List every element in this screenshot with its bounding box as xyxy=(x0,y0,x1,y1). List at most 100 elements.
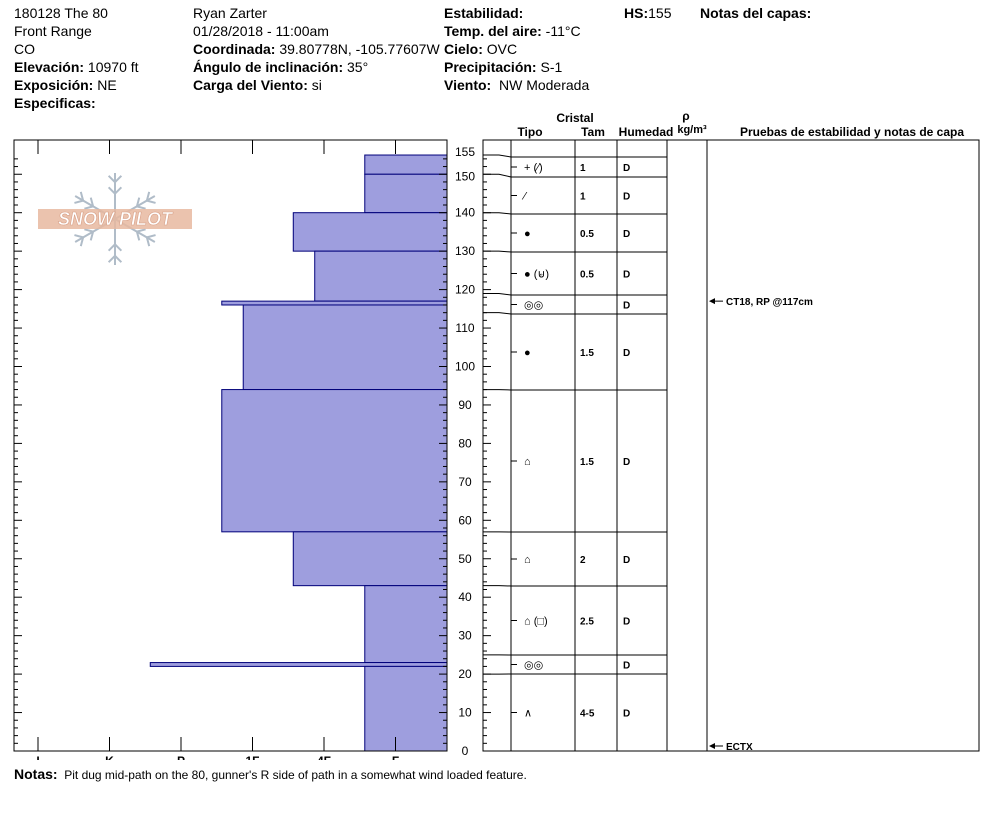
hardness-frame xyxy=(13,139,448,752)
air-temp: Temp. del aire: -11°C xyxy=(444,22,581,40)
depth-tick-label: 20 xyxy=(458,667,472,681)
layer-grain-type: ● (⊌) xyxy=(524,269,549,281)
row-connector xyxy=(483,212,512,215)
row-connector xyxy=(483,312,512,315)
depth-tick-label: 0 xyxy=(462,744,469,758)
wind-label: Viento: xyxy=(444,77,492,93)
wind-load: Carga del Viento: si xyxy=(193,76,322,94)
layer-grain-type: ⁄ xyxy=(521,191,528,203)
depth-tick-label: 60 xyxy=(458,513,472,527)
layer-humidity: D xyxy=(623,348,630,359)
snowflake-branch xyxy=(107,243,116,252)
layer-grain-size: 4-5 xyxy=(580,709,595,720)
hardness-profile xyxy=(149,154,448,752)
precip-label: Precipitación: xyxy=(444,59,537,75)
logo-banner xyxy=(38,209,192,229)
aspect-label: Exposición: xyxy=(14,77,94,93)
header-humedad: Humedad xyxy=(619,125,674,139)
coord-value: 39.80778N, -105.77607W xyxy=(279,41,440,57)
test-arrowhead xyxy=(709,298,715,305)
hardness-tick-label: I xyxy=(36,754,39,760)
hardness-bar xyxy=(221,389,448,533)
elevation: Elevación: 10970 ft xyxy=(14,58,139,76)
layer-notes: Notas del capas: xyxy=(700,4,811,22)
layer-grain-type: ∧ xyxy=(524,708,532,720)
depth-tick-label: 150 xyxy=(455,169,475,183)
snowflake-branch xyxy=(114,243,123,252)
slope: Ángulo de inclinación: 35° xyxy=(193,58,368,76)
specifics: Especificas: xyxy=(14,94,96,112)
snowflake-branch xyxy=(146,199,156,204)
wind-value: NW Moderada xyxy=(498,77,590,93)
hardness-bar xyxy=(292,531,448,587)
depth-tick-label: 110 xyxy=(455,321,474,335)
wind-load-value: si xyxy=(311,77,322,93)
slope-label: Ángulo de inclinación: xyxy=(193,59,344,75)
snowflake-branch xyxy=(114,186,123,195)
stability-tests: CT18, RP @117cm ECTX xyxy=(709,297,813,753)
depth-tick-label: 10 xyxy=(458,706,472,720)
hardness-ticks: I K P 1F 4F F xyxy=(36,140,399,760)
range-name: Front Range xyxy=(14,23,92,39)
snowflake-branch xyxy=(107,186,116,195)
snowflake-branch xyxy=(135,231,141,241)
hardness-bar xyxy=(364,585,448,664)
layer-grain-size: 1 xyxy=(580,163,586,174)
sky-label: Cielo: xyxy=(444,41,483,57)
precip-value: S-1 xyxy=(540,59,563,75)
elevation-value: 10970 ft xyxy=(87,59,139,75)
layer-grain-type: ⌂ xyxy=(524,554,531,566)
coordinates: Coordinada: 39.80778N, -105.77607W xyxy=(193,40,440,58)
depth-tick-label: 90 xyxy=(458,398,472,412)
hs-value: 155 xyxy=(648,5,672,21)
header-tam: Tam xyxy=(581,125,605,139)
table-frame xyxy=(482,139,980,752)
snowflake-branch xyxy=(79,237,85,247)
aspect: Exposición: NE xyxy=(14,76,117,94)
snowflake-branch xyxy=(107,255,116,263)
stability-label: Estabilidad: xyxy=(444,5,524,21)
layer-rows: + (⁄) 1 D ⁄ 1 D ● 0.5 D ● (⊌) 0.5 D ◎◎ D ● 1.5 D ⌂ 1.5 D ⌂ 2 D… xyxy=(483,154,667,752)
stability: Estabilidad: xyxy=(444,4,523,22)
logo-text: SNOW PILOT xyxy=(58,209,174,229)
layer-humidity: D xyxy=(623,192,630,203)
hs-label: HS: xyxy=(624,5,649,21)
snowflake-branch xyxy=(136,228,146,233)
snowflake-branch xyxy=(107,175,116,183)
layer-humidity: D xyxy=(623,555,630,566)
test-label: CT18, RP @117cm xyxy=(726,297,813,308)
header-tipo: Tipo xyxy=(517,125,542,139)
slope-value: 35° xyxy=(347,59,369,75)
depth-tick-label: 40 xyxy=(458,590,472,604)
depth-axis: 0 10 20 30 40 50 60 70 80 90 100 110 120 130 140 150 155 xyxy=(14,140,491,758)
aspect-value: NE xyxy=(97,77,117,93)
coord-label: Coordinada: xyxy=(193,41,276,57)
layer-humidity: D xyxy=(623,301,630,312)
layer-grain-type: ⌂ (□) xyxy=(524,616,548,628)
depth-tick-label: 155 xyxy=(455,145,475,159)
depth-tick-label: 140 xyxy=(455,206,475,220)
hardness-tick-label: F xyxy=(392,754,399,760)
wind: Viento: NW Moderada xyxy=(444,76,589,94)
hardness-bar xyxy=(364,154,448,175)
layer-humidity: D xyxy=(623,617,630,628)
snowflake-branch xyxy=(74,234,84,239)
test-label: ECTX xyxy=(726,742,753,753)
hardness-tick-label: 4F xyxy=(317,754,331,760)
elevation-label: Elevación: xyxy=(14,59,85,75)
depth-tick-label: 100 xyxy=(455,360,475,374)
snowflake-branch xyxy=(114,255,123,263)
row-connector xyxy=(483,250,512,253)
layer-grain-size: 2.5 xyxy=(580,617,594,628)
layer-grain-size: 2 xyxy=(580,555,586,566)
hardness-bar xyxy=(292,212,448,252)
sky-value: OVC xyxy=(486,41,518,57)
sky: Cielo: OVC xyxy=(444,40,517,58)
depth-tick-label: 130 xyxy=(455,244,475,258)
layer-grain-size: 0.5 xyxy=(580,270,594,281)
snowflake-branch xyxy=(79,191,85,201)
snowflake-branch xyxy=(84,205,94,210)
hardness-bar xyxy=(364,665,448,752)
snowflake-branch xyxy=(114,175,123,183)
snowflake-branch xyxy=(84,228,94,233)
